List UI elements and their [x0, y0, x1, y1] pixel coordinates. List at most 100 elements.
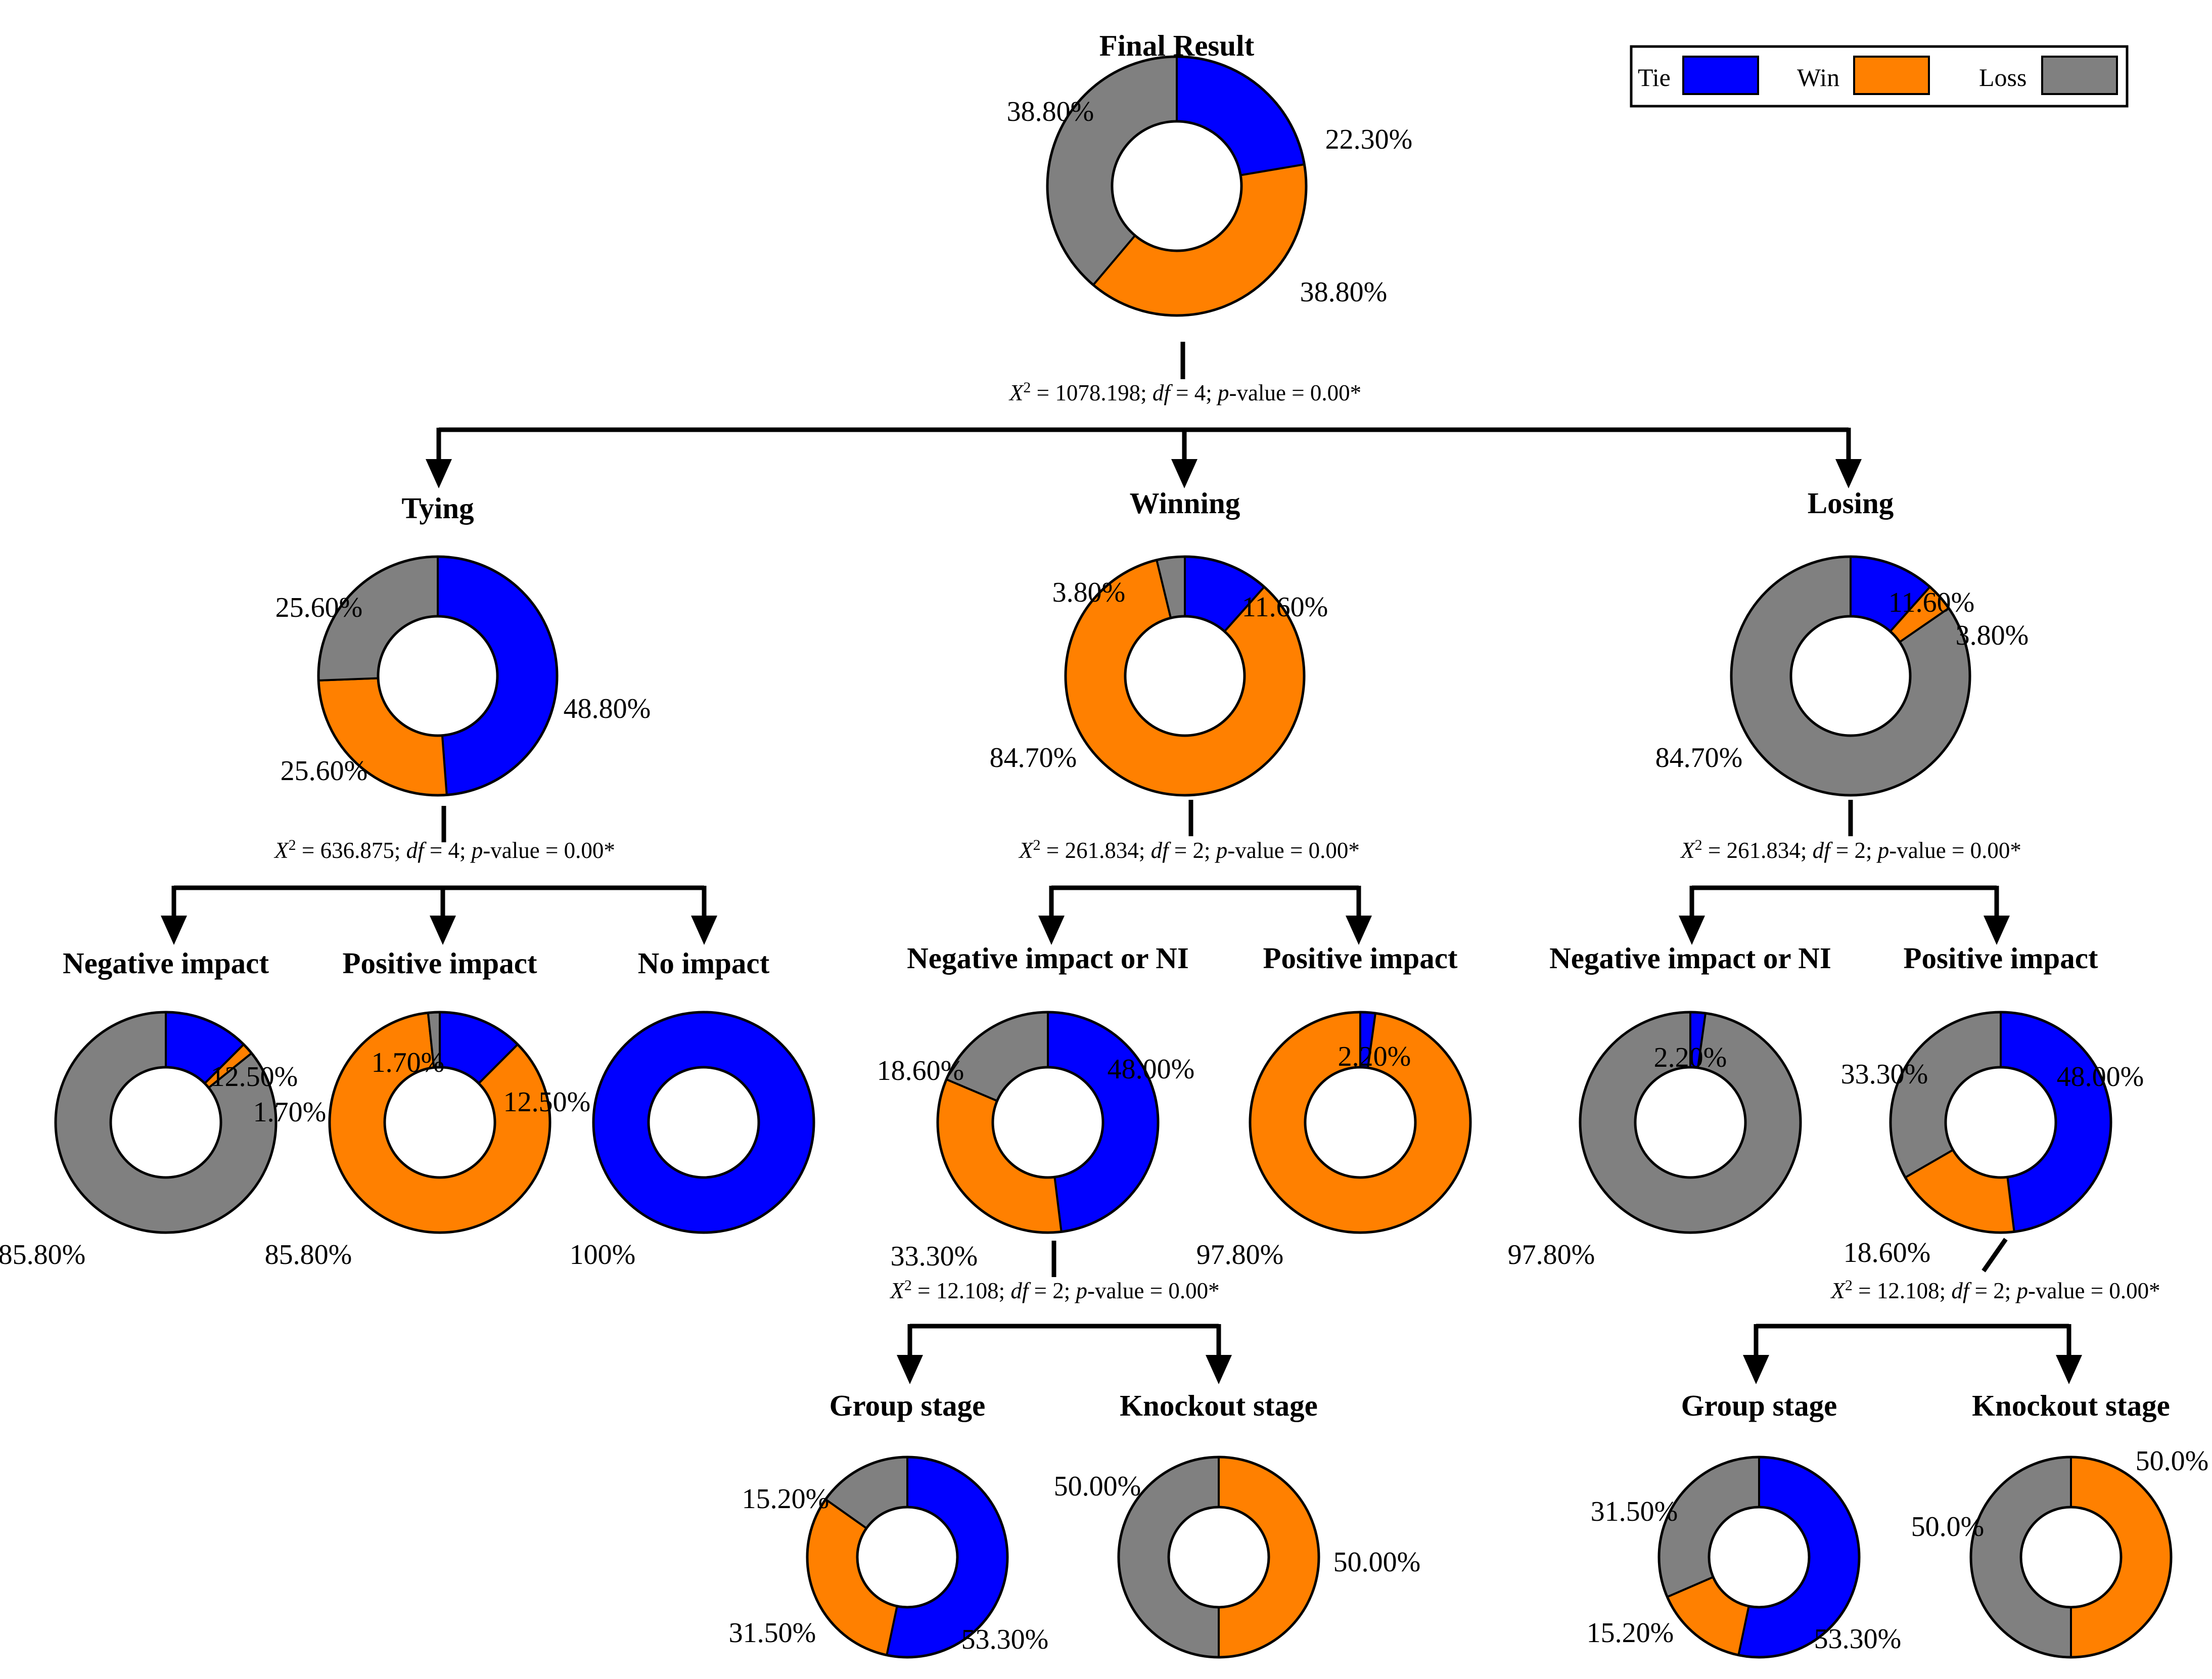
arrowhead-icon — [426, 459, 452, 488]
chi-square-tests: X2 = 1078.198; df = 4; p-value = 0.00* X2… — [273, 342, 2160, 1303]
donut-hole — [1124, 615, 1246, 737]
donut-outline — [1117, 1456, 1320, 1659]
slice-label-win: 84.70% — [990, 742, 1077, 774]
donut-outline — [806, 1456, 1009, 1659]
chi-square-label-t_tying: X2 = 636.875; df = 4; p-value = 0.00* — [273, 837, 615, 864]
donut-outline — [328, 1011, 551, 1234]
donut-outline — [1046, 55, 1308, 317]
node-title: Knockout stage — [1120, 1389, 1318, 1422]
donut-hole — [109, 1066, 222, 1179]
slice-label-win: 50.0% — [2136, 1445, 2209, 1477]
node-title: Winning — [1130, 486, 1240, 520]
donut-outline — [317, 555, 559, 797]
arrowhead-icon — [1171, 459, 1197, 488]
slice-label-loss: 18.60% — [877, 1055, 964, 1086]
donut-node-tying_none: No impact 100% — [570, 946, 815, 1270]
donut-hole — [1789, 615, 1912, 737]
donut-node-losing_knockout: Knockout stage 50.0% 50.0% — [1911, 1389, 2209, 1659]
node-title: Knockout stage — [1972, 1389, 2170, 1422]
arrowhead-icon — [1038, 916, 1065, 945]
arrowhead-icon — [691, 916, 717, 945]
slice-label-loss: 97.80% — [1508, 1239, 1595, 1270]
slice-label-loss: 31.50% — [1591, 1496, 1678, 1527]
donut-outline — [592, 1011, 815, 1234]
slice-label-tie: 48.80% — [564, 693, 651, 724]
slice-label-loss: 85.80% — [0, 1239, 85, 1270]
slice-label-tie: 2.20% — [1654, 1042, 1727, 1073]
slice-label-tie: 48.00% — [1108, 1054, 1195, 1085]
donut-hole — [1944, 1066, 2057, 1179]
donut-node-winning: Winning 11.60% 84.70% 3.80% — [990, 486, 1328, 797]
donut-outline — [1969, 1456, 2173, 1659]
node-title: Losing — [1808, 486, 1894, 520]
node-title: Positive impact — [1263, 941, 1457, 975]
donut-node-winning_neg: Negative impact or NI 48.00% 33.30% 18.60% — [877, 941, 1195, 1272]
chi-square-label-t_losing: X2 = 261.834; df = 2; p-value = 0.00* — [1680, 837, 2021, 864]
donut-hole — [1634, 1066, 1747, 1179]
slice-label-win: 50.00% — [1333, 1547, 1421, 1578]
slice-label-win: 31.50% — [729, 1617, 816, 1649]
arrowhead-icon — [161, 916, 187, 945]
donut-hole — [1111, 120, 1243, 252]
donut-outline — [1579, 1011, 1802, 1234]
arrowhead-icon — [1743, 1355, 1769, 1384]
slice-label-loss: 15.20% — [742, 1483, 830, 1515]
donut-hole — [383, 1066, 496, 1179]
slice-label-tie: 100% — [570, 1239, 636, 1270]
slice-label-loss: 50.0% — [1911, 1511, 1985, 1542]
arrowhead-icon — [1206, 1355, 1232, 1384]
chi-square-label-t_losing_pos: X2 = 12.108; df = 2; p-value = 0.00* — [1830, 1277, 2160, 1304]
node-title: Positive impact — [342, 946, 537, 980]
slice-label-win: 25.60% — [281, 755, 368, 787]
donut-outline — [1064, 555, 1306, 797]
node-title: Tying — [401, 491, 474, 525]
donut-node-tying_pos: Positive impact 12.50% 85.80% 1.70% — [265, 946, 591, 1270]
chi-square-label-t_final: X2 = 1078.198; df = 4; p-value = 0.00* — [1008, 379, 1361, 406]
donut-node-tying_neg: Negative impact 12.50% 1.70% 85.80% — [0, 946, 326, 1270]
slice-label-win: 33.30% — [891, 1241, 978, 1272]
donut-outline — [1889, 1011, 2112, 1234]
slice-label-win: 85.80% — [265, 1239, 352, 1270]
slice-label-loss: 25.60% — [275, 592, 363, 623]
slice-label-tie: 12.50% — [503, 1086, 591, 1118]
slice-label-win: 97.80% — [1196, 1239, 1284, 1270]
slice-label-tie: 11.60% — [1242, 592, 1328, 623]
chi-square-label-t_winning: X2 = 261.834; df = 2; p-value = 0.00* — [1018, 837, 1360, 864]
donut-node-losing_neg: Negative impact or NI 2.20% 97.80% — [1508, 941, 1831, 1270]
test-stem — [1981, 1238, 2008, 1273]
slice-label-win: 3.80% — [1956, 620, 2029, 651]
node-title: Group stage — [1681, 1389, 1837, 1422]
donut-outline — [1730, 555, 1971, 797]
donut-outline — [54, 1011, 278, 1234]
node-title: Positive impact — [1903, 941, 2098, 975]
slice-label-loss: 84.70% — [1655, 742, 1743, 774]
node-title: No impact — [638, 946, 770, 980]
donut-node-losing_group: Group stage 53.30% 15.20% 31.50% — [1587, 1389, 1902, 1659]
slice-label-loss: 38.80% — [1007, 96, 1094, 127]
slice-label-tie: 2.20% — [1338, 1041, 1411, 1072]
arrowhead-icon — [2056, 1355, 2082, 1384]
arrowhead-icon — [1835, 459, 1862, 488]
legend-label-win: Win — [1797, 63, 1839, 92]
donut-outline — [936, 1011, 1160, 1234]
tree-edges — [161, 427, 2082, 1384]
donut-hole — [1304, 1066, 1417, 1179]
slice-label-tie: 48.00% — [2057, 1061, 2144, 1093]
arrowhead-icon — [1346, 916, 1372, 945]
donut-hole — [856, 1506, 959, 1609]
arrowhead-icon — [897, 1355, 923, 1384]
slice-label-loss: 33.30% — [1841, 1059, 1928, 1090]
arrowhead-icon — [1679, 916, 1705, 945]
slice-label-win: 38.80% — [1300, 277, 1388, 308]
donut-hole — [991, 1066, 1104, 1179]
slice-label-tie: 53.30% — [1814, 1623, 1902, 1655]
node-title: Negative impact — [63, 946, 269, 980]
slice-label-tie: 53.30% — [961, 1624, 1049, 1655]
slice-label-win: 18.60% — [1844, 1237, 1931, 1268]
legend-swatch-win — [1853, 56, 1930, 95]
donut-node-losing_pos: Positive impact 48.00% 18.60% 33.30% — [1841, 941, 2144, 1268]
donut-hole — [647, 1066, 760, 1179]
